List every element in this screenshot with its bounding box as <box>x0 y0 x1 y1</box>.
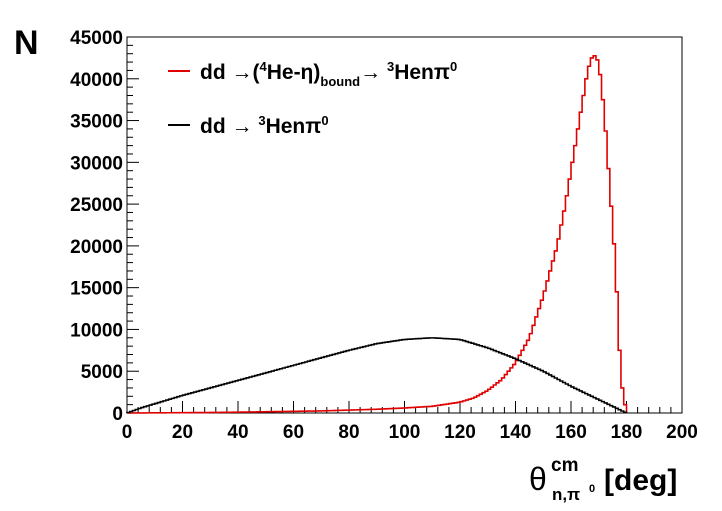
x-axis-title-symbol: θ <box>529 461 547 497</box>
x-tick-label: 140 <box>500 422 532 443</box>
x-tick-label: 120 <box>444 422 476 443</box>
x-axis-title-unit: [deg] <box>604 464 677 497</box>
series-line-1 <box>126 337 628 414</box>
x-axis-title-subscript: n,π <box>552 485 580 504</box>
y-axis-title: N <box>14 24 39 62</box>
y-tick-label: 0 <box>112 404 123 425</box>
x-axis-title: θ cm n,π 0 [deg] <box>529 455 677 504</box>
x-tick-label: 200 <box>666 422 698 443</box>
plot-frame <box>126 36 683 414</box>
y-tick-label: 40000 <box>70 70 123 91</box>
y-tick-label: 10000 <box>70 320 123 341</box>
x-tick-label: 0 <box>122 422 133 443</box>
x-tick-label: 20 <box>172 422 193 443</box>
legend: dd →(4He-η)bound→ 3Henπ0 dd → 3Henπ0 <box>168 59 457 138</box>
y-tick-label: 30000 <box>70 153 123 174</box>
x-tick-label: 100 <box>389 422 421 443</box>
x-tick-label: 60 <box>283 422 304 443</box>
x-tick-label: 40 <box>227 422 248 443</box>
y-axis: 0 5000 10000 15000 20000 25000 30000 35000 40000… <box>70 28 139 425</box>
legend-label-signal: dd →(4He-η)bound→ 3Henπ0 <box>200 59 457 89</box>
y-tick-label: 15000 <box>70 279 123 300</box>
y-tick-label: 45000 <box>70 28 123 49</box>
x-axis-title-superscript: cm <box>551 455 578 476</box>
x-tick-label: 160 <box>555 422 587 443</box>
x-tick-label: 80 <box>338 422 359 443</box>
legend-label-background: dd → 3Henπ0 <box>200 113 329 138</box>
y-tick-label: 25000 <box>70 195 123 216</box>
y-tick-label: 5000 <box>81 362 123 383</box>
x-tick-label: 180 <box>611 422 643 443</box>
x-axis: 0 20 40 60 80 100 120 140 160 180 200 <box>122 401 698 443</box>
series-layer <box>126 55 628 414</box>
x-axis-title-subscript-sup: 0 <box>589 483 595 495</box>
y-tick-label: 35000 <box>70 112 123 133</box>
y-tick-label: 20000 <box>70 237 123 258</box>
series-line-0 <box>126 55 628 414</box>
